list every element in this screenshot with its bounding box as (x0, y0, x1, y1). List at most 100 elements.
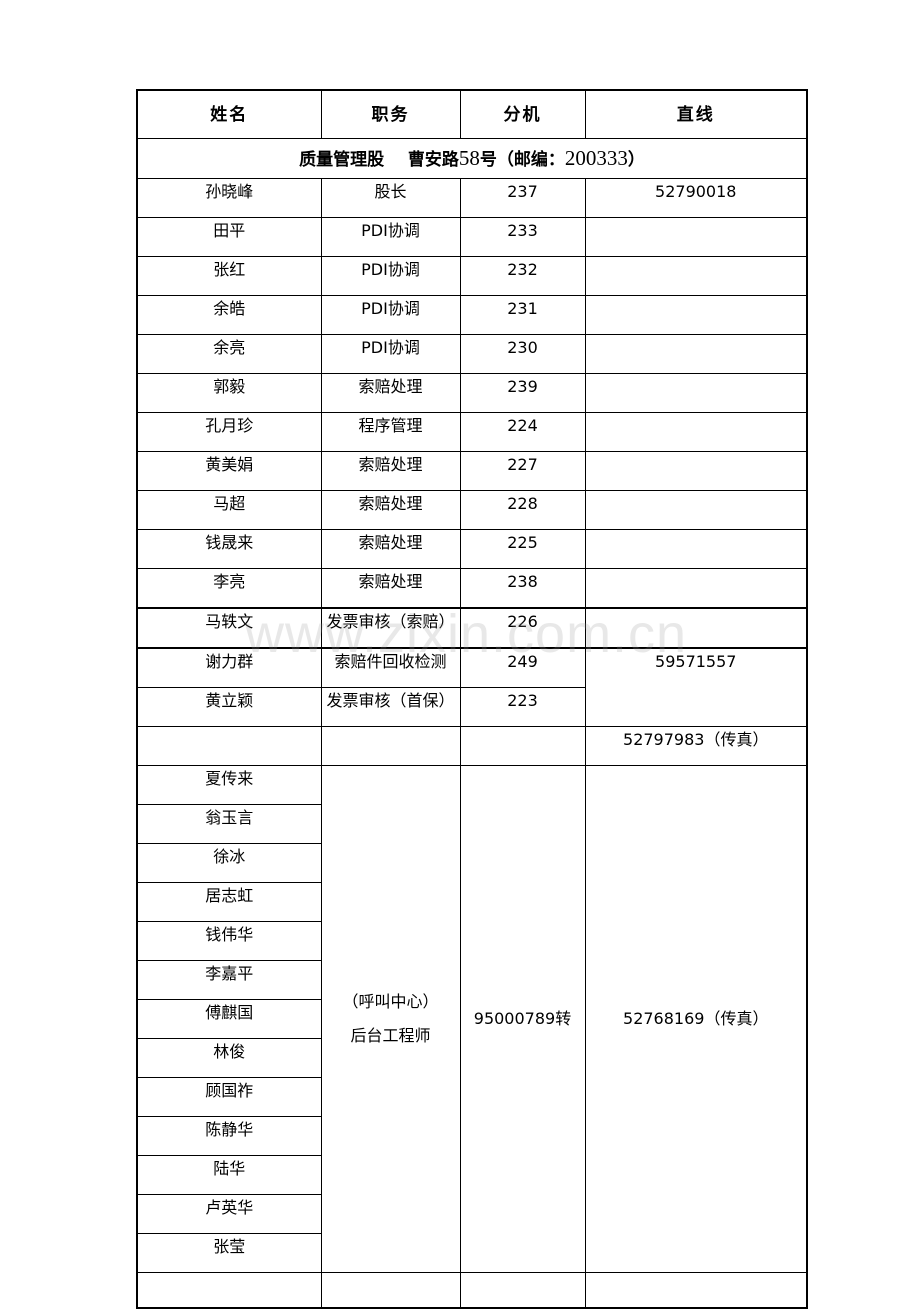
extension-cell: 237 (459, 178, 586, 218)
extension-cell: 226 (459, 607, 586, 649)
table-row: 孙晓峰 股长 237 52790018 (136, 178, 808, 218)
position-cell: PDI协调 (320, 256, 461, 296)
position-cell: PDI协调 (320, 217, 461, 257)
name-cell: 田平 (136, 217, 322, 257)
table-row: 黄美娟 索赔处理 227 (136, 451, 808, 491)
extension-cell: 249 (459, 647, 586, 688)
direct-line-cell (584, 334, 808, 374)
direct-line-cell (584, 373, 808, 413)
position-cell: PDI协调 (320, 295, 461, 335)
header-direct: 直线 (584, 89, 808, 139)
position-cell: 索赔处理 (320, 568, 461, 609)
table-row: 田平 PDI协调 233 (136, 217, 808, 257)
empty-cell (459, 1272, 586, 1309)
name-cell (136, 726, 322, 766)
direct-line-cell (584, 295, 808, 335)
position-cell: 索赔件回收检测 (320, 647, 461, 688)
table-row: 钱晟来 索赔处理 225 (136, 529, 808, 569)
position-line-1: （呼叫中心） (342, 992, 439, 1011)
extension-cell (459, 726, 586, 766)
address-number: 58 (458, 145, 480, 170)
section-title: 质量管理股 曹安路58号（邮编：200333） (136, 138, 808, 179)
direct-line-cell: 52797983（传真） (584, 726, 808, 766)
name-cell: 钱伟华 (136, 921, 322, 961)
empty-cell (584, 1272, 808, 1309)
name-cell: 孔月珍 (136, 412, 322, 452)
name-cell: 孙晓峰 (136, 178, 322, 218)
position-line-2: 后台工程师 (350, 1026, 431, 1045)
direct-line-cell (584, 490, 808, 530)
direct-line-cell: 59571557 (584, 647, 808, 688)
header-extension: 分机 (459, 89, 586, 139)
extension-cell: 230 (459, 334, 586, 374)
contact-table: 姓名 职务 分机 直线 质量管理股 曹安路58号（邮编：200333） 孙晓峰股… (136, 89, 808, 1309)
table-row: 黄立颖 发票审核（首保） 223 (136, 687, 808, 727)
name-cell: 夏传来 (136, 765, 322, 805)
empty-cell (320, 1272, 461, 1309)
call-center-row: 卢英华 (136, 1194, 807, 1234)
name-cell: 马轶文 (136, 607, 322, 649)
direct-line-cell (584, 568, 808, 609)
extension-cell: 225 (459, 529, 586, 569)
extension-cell: 224 (459, 412, 586, 452)
name-cell: 翁玉言 (136, 804, 322, 844)
call-center-row: 傅麒国 (136, 999, 807, 1039)
address: 曹安路 (407, 149, 459, 170)
direct-line-cell (584, 217, 808, 257)
position-cell: 索赔处理 (320, 373, 461, 413)
name-cell: 陆华 (136, 1155, 322, 1195)
direct-line-cell (584, 529, 808, 569)
table-row: 郭毅 索赔处理 239 (136, 373, 808, 413)
header-position: 职务 (320, 89, 461, 139)
call-center-direct: 52768169（传真） (584, 765, 808, 1273)
table-row: 马超 索赔处理 228 (136, 490, 808, 530)
name-cell: 李嘉平 (136, 960, 322, 1000)
address-suffix: 号（邮编： (479, 149, 565, 170)
extension-cell: 232 (459, 256, 586, 296)
extension-cell: 223 (459, 687, 586, 727)
empty-row (136, 1272, 808, 1309)
position-cell: PDI协调 (320, 334, 461, 374)
empty-cell (136, 1272, 322, 1309)
section-row: 质量管理股 曹安路58号（邮编：200333） (136, 138, 808, 179)
extension-cell: 228 (459, 490, 586, 530)
name-cell: 傅麒国 (136, 999, 322, 1039)
position-cell: 索赔处理 (320, 529, 461, 569)
call-center-row: 陈静华 (136, 1116, 807, 1156)
call-center-row: 李嘉平 (136, 960, 807, 1000)
call-center-row: 钱伟华 (136, 921, 807, 961)
direct-line-cell: 52790018 (584, 178, 808, 218)
table-row: 52797983（传真） (136, 726, 808, 766)
name-cell: 卢英华 (136, 1194, 322, 1234)
postcode: 200333 (564, 145, 628, 170)
position-cell: 股长 (320, 178, 461, 218)
call-center-extension: 95000789转 (459, 765, 586, 1273)
call-center-row: 顾国祚 (136, 1077, 807, 1117)
name-cell: 郭毅 (136, 373, 322, 413)
dept-name: 质量管理股 (299, 149, 385, 170)
call-center-row: 张莹 (136, 1233, 807, 1273)
extension-cell: 239 (459, 373, 586, 413)
extension-cell: 233 (459, 217, 586, 257)
close-paren: ） (627, 149, 645, 170)
name-cell: 居志虹 (136, 882, 322, 922)
name-cell: 马超 (136, 490, 322, 530)
call-center-row: 翁玉言 (136, 804, 807, 844)
name-cell: 黄立颖 (136, 687, 322, 727)
position-cell: 发票审核（首保） (320, 687, 461, 727)
name-cell: 余皓 (136, 295, 322, 335)
table-row: 谢力群 索赔件回收检测 249 59571557 (136, 647, 808, 688)
call-center-row: 徐冰 (136, 843, 807, 883)
name-cell: 徐冰 (136, 843, 322, 883)
extension-cell: 231 (459, 295, 586, 335)
name-cell: 顾国祚 (136, 1077, 322, 1117)
position-cell: 索赔处理 (320, 451, 461, 491)
table-row: 李亮 索赔处理 238 (136, 568, 808, 609)
position-cell: 程序管理 (320, 412, 461, 452)
direct-line-cell (584, 256, 808, 296)
position-cell (320, 726, 461, 766)
name-cell: 张莹 (136, 1233, 322, 1273)
position-cell: 索赔处理 (320, 490, 461, 530)
table-row: 孔月珍 程序管理 224 (136, 412, 808, 452)
name-cell: 钱晟来 (136, 529, 322, 569)
